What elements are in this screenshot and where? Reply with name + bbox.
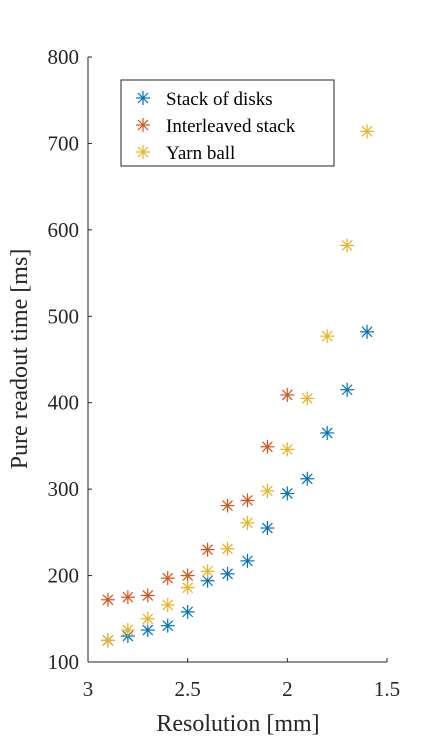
data-point: [320, 329, 335, 344]
data-point: [240, 493, 255, 508]
data-point: [280, 486, 295, 501]
legend-marker: [136, 91, 150, 105]
data-point: [220, 566, 235, 581]
data-point: [280, 387, 295, 402]
y-tick-label: 200: [48, 564, 80, 588]
data-point: [140, 588, 155, 603]
data-point: [120, 623, 135, 638]
data-point: [180, 580, 195, 595]
y-tick-label: 600: [48, 218, 80, 242]
y-tick-label: 700: [48, 131, 80, 155]
data-point: [200, 542, 215, 557]
data-point: [220, 498, 235, 513]
legend-marker: [136, 118, 150, 132]
data-point: [260, 439, 275, 454]
data-point: [180, 568, 195, 583]
data-point: [200, 573, 215, 588]
data-point: [180, 604, 195, 619]
x-tick-label: 2.5: [175, 677, 201, 701]
legend-items: Stack of disks Interleaved stack Yarn ball: [136, 89, 296, 164]
series-points: [100, 387, 295, 607]
y-ticks: 100 200 300 400 500 600 700 800: [48, 45, 92, 674]
data-point: [360, 124, 375, 139]
x-axis-title: Resolution [mm]: [156, 711, 319, 737]
x-tick-label: 3: [83, 677, 94, 701]
data-point: [160, 618, 175, 633]
legend: Stack of disks Interleaved stack Yarn ball: [120, 79, 335, 167]
data-point: [140, 611, 155, 626]
data-point: [300, 391, 315, 406]
data-point: [280, 442, 295, 457]
legend-label: Yarn ball: [166, 143, 235, 164]
data-points: [100, 124, 375, 648]
data-point: [200, 564, 215, 579]
data-point: [240, 553, 255, 568]
data-point: [220, 541, 235, 556]
y-tick-label: 100: [48, 650, 80, 674]
data-point: [240, 515, 255, 530]
data-point: [340, 238, 355, 253]
y-tick-label: 300: [48, 477, 80, 501]
data-point: [100, 633, 115, 648]
data-point: [360, 324, 375, 339]
y-tick-label: 800: [48, 45, 80, 69]
legend-label: Stack of disks: [166, 89, 273, 110]
y-axis-title: Pure readout time [ms]: [7, 249, 33, 470]
x-tick-label: 2: [282, 677, 293, 701]
data-point: [300, 471, 315, 486]
data-point: [260, 483, 275, 498]
x-tick-label: 1.5: [374, 677, 400, 701]
data-point: [160, 597, 175, 612]
legend-label: Interleaved stack: [166, 116, 296, 137]
legend-box: [120, 79, 335, 167]
data-point: [100, 592, 115, 607]
y-tick-label: 500: [48, 304, 80, 328]
data-point: [160, 571, 175, 586]
y-tick-label: 400: [48, 391, 80, 415]
x-ticks: 3 2.5 2 1.5: [83, 658, 400, 701]
series-points: [100, 124, 375, 648]
data-point: [320, 425, 335, 440]
axes: [87, 57, 387, 663]
data-point: [260, 521, 275, 536]
legend-marker: [136, 145, 150, 159]
data-point: [340, 382, 355, 397]
data-point: [120, 590, 135, 605]
